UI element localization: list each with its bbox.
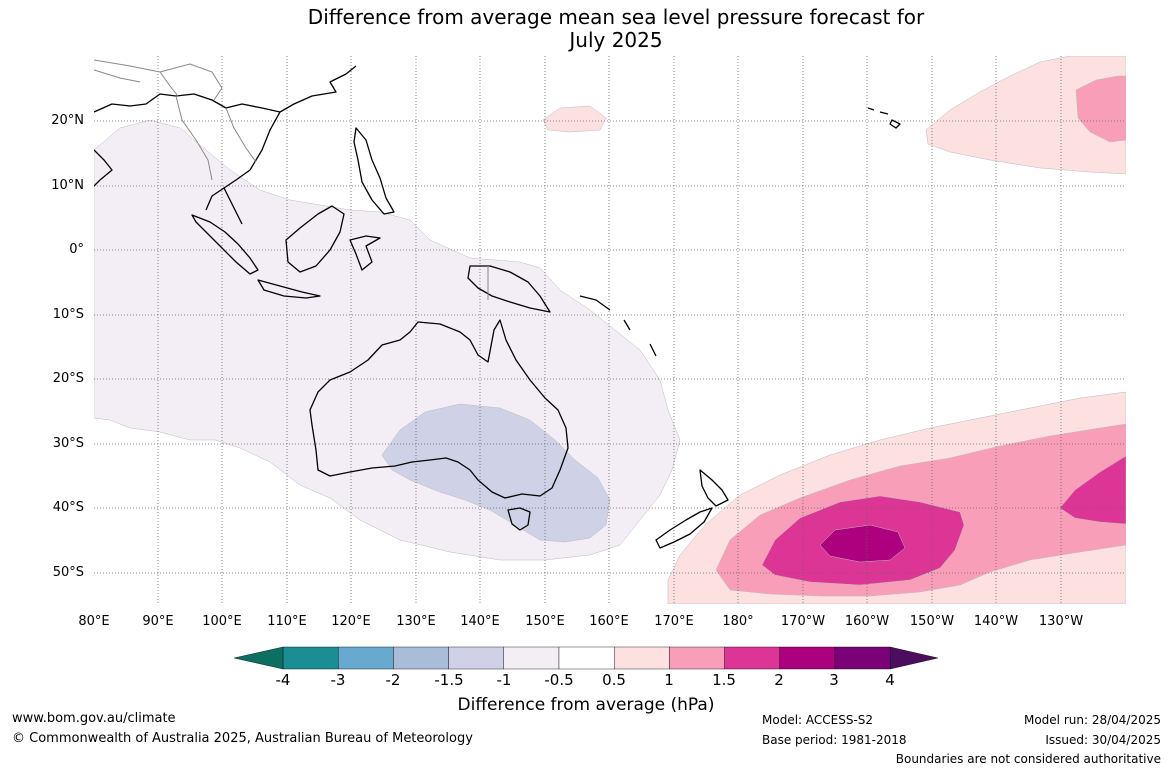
colorbar-under-arrow: [233, 646, 284, 670]
lat-label-10s: 10°S: [52, 307, 84, 322]
lon-label-180: 180°: [722, 614, 754, 629]
colorbar-label: -0.5: [544, 671, 574, 689]
lat-label-40s: 40°S: [52, 500, 84, 515]
colorbar-segment: [779, 646, 836, 670]
lat-label-0: 0°: [69, 242, 84, 257]
australia-coastline: [309, 319, 569, 499]
lat-label-20s: 20°S: [52, 371, 84, 386]
colorbar-segment: [614, 646, 670, 670]
colorbar-label: 4: [885, 671, 895, 689]
java-coastline: [257, 279, 321, 299]
lon-label-140w: 140°W: [973, 614, 1019, 629]
lat-label-10n: 10°N: [51, 178, 84, 193]
lon-label-140e: 140°E: [460, 614, 500, 629]
lon-label-150w: 150°W: [909, 614, 955, 629]
country-borders: [94, 59, 489, 300]
colorbar-segment: [724, 646, 780, 670]
coastlines: [94, 65, 901, 549]
sumatra-coastline: [191, 214, 259, 275]
colorbar-label: 1.5: [712, 671, 736, 689]
sulawesi-coastline: [349, 235, 381, 271]
colorbar-label: -1.5: [434, 671, 464, 689]
footer-boundaries-note: Boundaries are not considered authoritat…: [895, 752, 1161, 766]
anomaly-region-pos-1-5-to-2-east: [1059, 455, 1126, 525]
borneo-coastline: [285, 205, 345, 273]
colorbar-label: -4: [275, 671, 291, 689]
graticule: [94, 56, 1126, 604]
hawaii-coastline: [867, 107, 901, 129]
footer-copyright: © Commonwealth of Australia 2025, Austra…: [12, 731, 473, 746]
lon-label-120e: 120°E: [331, 614, 371, 629]
colorbar-segment: [448, 646, 505, 670]
colorbar-segment: [393, 646, 449, 670]
colorbar-label: 1: [664, 671, 674, 689]
anomaly-region-neg-1-5-to-1: [381, 403, 611, 543]
colorbar-segment: [558, 646, 615, 670]
lon-label-160w: 160°W: [844, 614, 890, 629]
anomaly-region-pos-1-to-1-5-north: [1075, 75, 1126, 143]
footer-base-period: Base period: 1981-2018: [762, 733, 907, 747]
footer-model-run: Model run: 28/04/2025: [1023, 713, 1161, 727]
footer-issued: Issued: 30/04/2025: [1045, 733, 1161, 747]
lon-label-150e: 150°E: [525, 614, 565, 629]
colorbar-label: -1: [496, 671, 512, 689]
lon-label-80e: 80°E: [78, 614, 110, 629]
colorbar-segment: [503, 646, 560, 670]
tasmania-coastline: [507, 507, 531, 531]
lat-label-30s: 30°S: [52, 436, 84, 451]
lon-label-130e: 130°E: [396, 614, 436, 629]
lon-label-130w: 130°W: [1038, 614, 1084, 629]
colorbar-label: 0.5: [602, 671, 626, 689]
lon-label-170e: 170°E: [654, 614, 694, 629]
colorbar-over-arrow: [890, 646, 939, 670]
lon-label-90e: 90°E: [142, 614, 174, 629]
lat-label-20n: 20°N: [51, 113, 84, 128]
colorbar-segment: [669, 646, 725, 670]
colorbar-label: 2: [774, 671, 784, 689]
lon-label-110e: 110°E: [267, 614, 307, 629]
new-zealand-south: [655, 507, 713, 549]
colorbar-label: -2: [385, 671, 401, 689]
map-title-line2: July 2025: [569, 28, 663, 52]
lon-label-170w: 170°W: [780, 614, 826, 629]
philippines-coastline: [353, 127, 395, 215]
colorbar-segment: [338, 646, 394, 670]
colorbar-segment: [282, 646, 339, 670]
colorbar-title: Difference from average (hPa): [457, 695, 715, 715]
india-coastline: [94, 149, 113, 187]
colorbar-label: 3: [829, 671, 839, 689]
map-title-line1: Difference from average mean sea level p…: [307, 5, 925, 29]
pacific-islands-coastline: [579, 295, 657, 357]
footer-url[interactable]: www.bom.gov.au/climate: [12, 711, 176, 726]
new-zealand-north: [699, 469, 729, 507]
anomaly-region-pos-2-to-3: [819, 524, 906, 563]
se-asia-coastline: [94, 65, 357, 225]
anomaly-region-pos-0-5-to-1-hawaii: [542, 105, 607, 133]
colorbar: [233, 646, 939, 670]
lon-label-160e: 160°E: [589, 614, 629, 629]
new-guinea-coastline: [467, 265, 551, 313]
lat-label-50s: 50°S: [52, 565, 84, 580]
colorbar-label: -3: [330, 671, 346, 689]
colorbar-segment: [834, 646, 891, 670]
footer-model: Model: ACCESS-S2: [762, 713, 874, 727]
anomaly-region-pos-0-5-to-1-north: [925, 56, 1126, 175]
lon-label-100e: 100°E: [202, 614, 242, 629]
